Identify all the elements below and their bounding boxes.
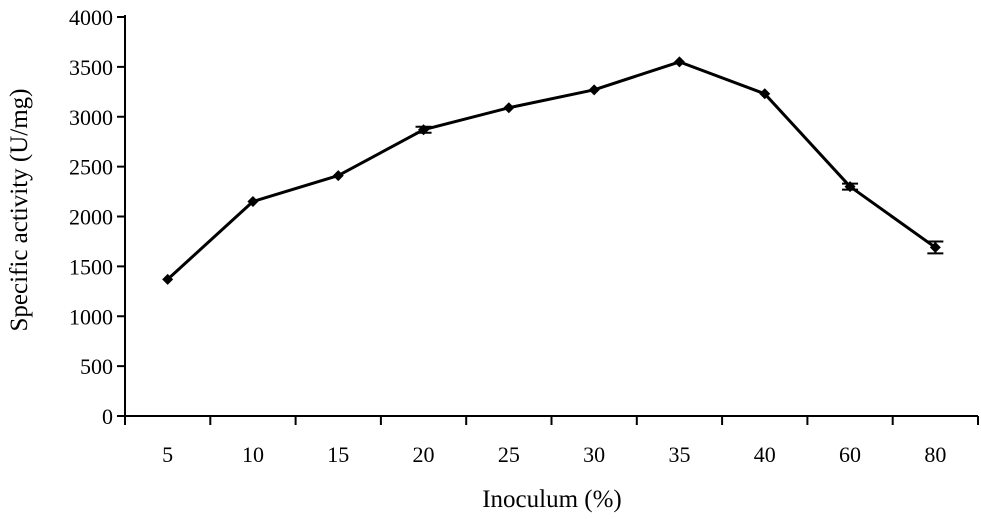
- x-tick-label: 60: [839, 442, 861, 467]
- x-tick-label: 20: [413, 442, 435, 467]
- x-axis-title: Inoculum (%): [482, 486, 622, 513]
- y-ticks: 0 500 1000 1500 2000 2500 3000 3500 4000: [69, 5, 125, 429]
- y-tick-label: 2000: [69, 205, 113, 230]
- y-tick-label: 3500: [69, 55, 113, 80]
- data-point: [418, 124, 430, 136]
- plot-area: [162, 56, 944, 285]
- data-point: [588, 84, 600, 96]
- data-point: [162, 273, 174, 285]
- y-tick-label: 2500: [69, 155, 113, 180]
- x-ticks: 5 10 15 20 25 30 35 40 60 80: [124, 416, 979, 467]
- data-point: [759, 88, 771, 100]
- data-point: [503, 102, 515, 114]
- x-tick-label: 15: [327, 442, 349, 467]
- data-point: [247, 196, 259, 208]
- y-tick-label: 1000: [69, 304, 113, 329]
- y-tick-label: 500: [80, 354, 113, 379]
- y-tick-label: 1500: [69, 254, 113, 279]
- data-point: [673, 56, 685, 68]
- y-axis-title: Specific activity (U/mg): [6, 89, 33, 332]
- x-tick-label: 5: [162, 442, 173, 467]
- x-tick-label: 30: [583, 442, 605, 467]
- axes: [124, 15, 978, 417]
- y-tick-label: 0: [102, 404, 113, 429]
- y-tick-label: 4000: [69, 5, 113, 30]
- data-point: [929, 241, 941, 253]
- series-line: [166, 60, 937, 281]
- y-tick-label: 3000: [69, 105, 113, 130]
- x-tick-label: 25: [498, 442, 520, 467]
- data-point: [332, 170, 344, 182]
- x-tick-label: 40: [754, 442, 776, 467]
- data-point: [844, 181, 856, 193]
- x-tick-label: 10: [242, 442, 264, 467]
- x-tick-label: 80: [924, 442, 946, 467]
- x-tick-label: 35: [668, 442, 690, 467]
